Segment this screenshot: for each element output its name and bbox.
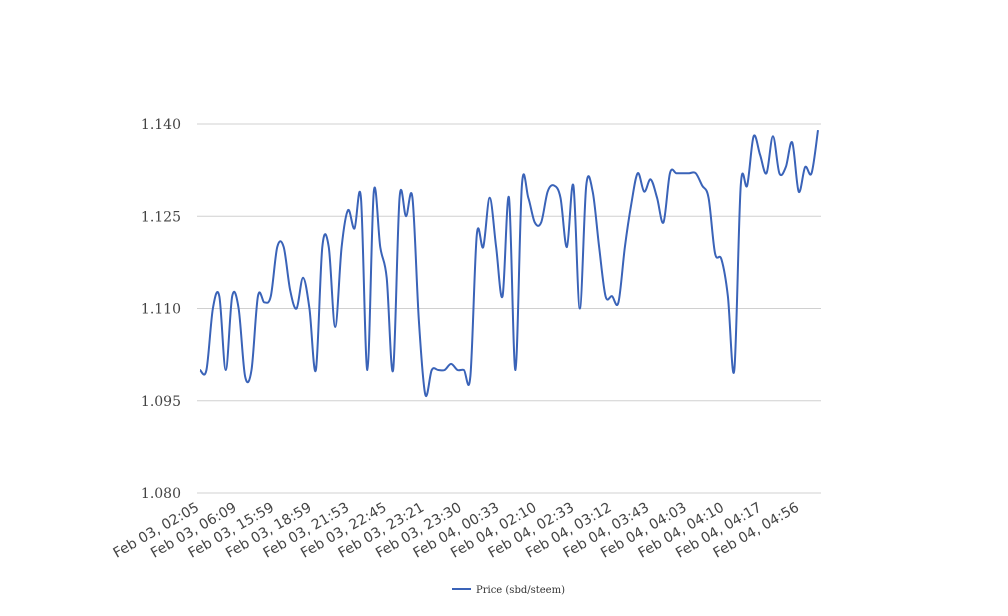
- gridlines: [197, 123, 821, 494]
- series-layer: [199, 130, 819, 398]
- y-axis: 1.080 1.095 1.110 1.125 1.140: [141, 117, 181, 502]
- y-tick-label: 1.095: [141, 394, 181, 410]
- legend-label: Price (sbd/steem): [476, 585, 565, 596]
- series-line: [199, 130, 819, 398]
- y-tick-label: 1.140: [141, 117, 181, 133]
- y-tick-label: 1.110: [141, 302, 181, 318]
- legend: Price (sbd/steem): [452, 585, 565, 596]
- y-tick-label: 1.080: [141, 486, 181, 502]
- y-tick-label: 1.125: [141, 209, 181, 225]
